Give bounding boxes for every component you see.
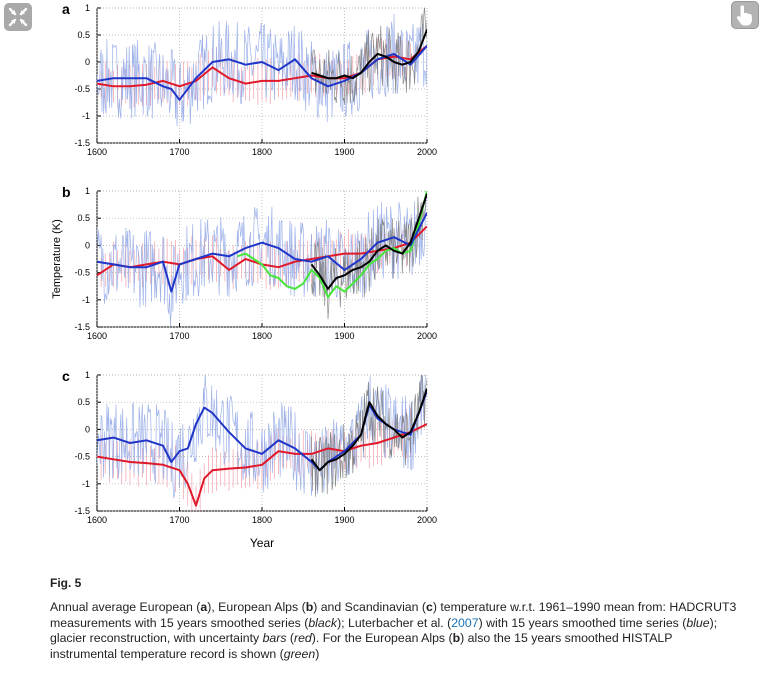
caption-italic-blue: blue (686, 615, 710, 630)
y-tick-label: -1 (82, 479, 90, 489)
series-line-black (310, 388, 427, 472)
caption-italic-black: black (308, 615, 338, 630)
y-tick-label: 0.5 (77, 213, 90, 223)
y-axis-label: Temperature (K) (51, 219, 63, 298)
caption-bold-b: b (305, 600, 314, 614)
caption-text-4: ) temperature w.r.t. 1961–1990 mean from… (50, 600, 737, 630)
plot-area (97, 375, 427, 511)
caption-text-8: ( (286, 631, 294, 645)
reference-link-2007[interactable]: 2007 (451, 615, 479, 630)
x-tick-label: 1600 (87, 147, 107, 157)
x-tick-label: 1800 (252, 331, 272, 341)
series-line-black (310, 193, 427, 290)
series-line-green (236, 191, 427, 299)
x-tick-label: 1900 (334, 331, 354, 341)
y-tick-label: 0.5 (77, 30, 90, 40)
annual-instrumental-trace (311, 8, 427, 105)
x-tick-label: 1900 (334, 515, 354, 525)
y-tick-label: -1.5 (74, 506, 90, 516)
caption-bold-b2: b (452, 631, 461, 645)
y-tick-label: 0 (85, 424, 90, 434)
annual-reconstruction-trace (97, 13, 427, 127)
x-tick-label: 1700 (169, 331, 189, 341)
caption-bold-c: c (426, 600, 433, 614)
panel-label-c: c (62, 368, 70, 384)
caption-text-5: ); Luterbacher et al. ( (337, 615, 452, 630)
caption-bold-a: a (200, 600, 208, 614)
y-tick-label: 1 (85, 370, 90, 380)
plot-area (97, 191, 427, 326)
x-axis-label: Year (250, 536, 274, 550)
touch-mode-button[interactable] (731, 1, 759, 29)
y-tick-label: -1.5 (74, 322, 90, 332)
x-tick-label: 1700 (169, 515, 189, 525)
x-tick-label: 1900 (334, 147, 354, 157)
panel-label-b: b (62, 184, 71, 200)
y-tick-label: -1 (82, 295, 90, 305)
caption-italic-green: green (283, 646, 316, 661)
caption-text-6: ) with 15 years smoothed time series ( (478, 615, 687, 630)
expand-button[interactable] (4, 3, 32, 31)
x-tick-label: 1800 (252, 515, 272, 525)
x-tick-label: 2000 (417, 147, 437, 157)
caption-italic-bars: bars (262, 631, 287, 645)
expand-icon (8, 7, 28, 27)
caption-text-3: ) and Scandinavian ( (313, 600, 426, 614)
y-tick-label: -0.5 (74, 452, 90, 462)
y-tick-label: 1 (85, 186, 90, 196)
caption-text-10: ) also the 15 years smoothed HISTALP ins… (50, 631, 673, 661)
y-tick-label: 0.5 (77, 397, 90, 407)
figure-label: Fig. 5 (50, 576, 82, 590)
caption-italic-red: red (294, 631, 312, 645)
touch-hand-icon (736, 5, 753, 26)
series-line-red (97, 423, 427, 507)
x-tick-label: 1600 (87, 515, 107, 525)
x-tick-label: 2000 (417, 515, 437, 525)
series-line-black (311, 29, 427, 80)
caption-text-1: Annual average European ( (50, 600, 201, 614)
caption-text-2: ), European Alps ( (207, 600, 306, 614)
annual-instrumental-trace (311, 191, 427, 320)
figure-caption: Annual average European (a), European Al… (50, 600, 740, 662)
x-tick-label: 1800 (252, 147, 272, 157)
y-tick-label: 0 (85, 240, 90, 250)
x-tick-label: 1700 (169, 147, 189, 157)
caption-text-9: ). For the European Alps ( (311, 631, 453, 645)
y-tick-label: -1 (82, 111, 90, 121)
plot-area (97, 8, 427, 127)
caption-text-7: ); glacier reconstruction, with uncertai… (50, 615, 718, 646)
series-line-blue (97, 212, 427, 293)
y-tick-label: -0.5 (74, 268, 90, 278)
y-tick-label: 1 (85, 3, 90, 13)
y-tick-label: -1.5 (74, 138, 90, 148)
x-tick-label: 1600 (87, 331, 107, 341)
y-tick-label: -0.5 (74, 84, 90, 94)
x-tick-label: 2000 (417, 331, 437, 341)
figure-image: 1 0.5 0 -0.5 -1 -1.5 1600 1700 1800 1900 2000 a 1 0.5… (40, 0, 480, 560)
y-tick-label: 0 (85, 57, 90, 67)
panel-label-a: a (62, 1, 70, 17)
annual-reconstruction-trace (97, 375, 426, 499)
caption-text-11: ) (315, 646, 320, 661)
series-line-blue (97, 45, 427, 101)
